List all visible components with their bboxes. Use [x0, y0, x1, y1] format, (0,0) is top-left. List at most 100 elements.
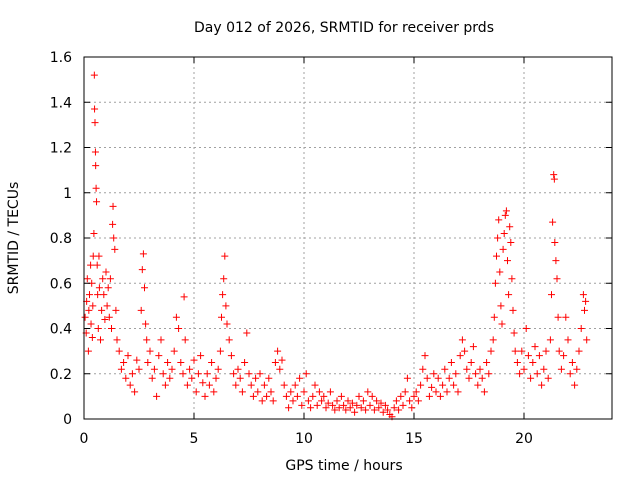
data-point [443, 388, 451, 396]
data-point [91, 148, 99, 156]
data-point [552, 257, 560, 265]
data-point [472, 370, 480, 378]
data-point [428, 383, 436, 391]
data-point [487, 347, 495, 355]
data-point [508, 275, 516, 283]
data-point [524, 352, 532, 360]
data-point [186, 365, 194, 373]
data-point [254, 388, 262, 396]
data-point [84, 347, 92, 355]
data-point [566, 370, 574, 378]
data-point [90, 71, 98, 79]
data-points [81, 71, 591, 421]
data-point [88, 334, 96, 342]
data-point [105, 313, 113, 321]
data-point [560, 352, 568, 360]
data-point [124, 352, 132, 360]
data-point [201, 392, 209, 400]
data-point [214, 365, 222, 373]
data-point [223, 320, 231, 328]
data-point [183, 381, 191, 389]
data-point [397, 392, 405, 400]
data-point [337, 392, 345, 400]
data-point [511, 347, 519, 355]
data-point [483, 358, 491, 366]
data-point [97, 336, 104, 344]
data-point [247, 381, 255, 389]
data-point [227, 352, 235, 360]
data-point [120, 358, 128, 366]
data-point [93, 261, 101, 269]
data-point [485, 370, 493, 378]
data-point [320, 392, 328, 400]
data-point [252, 374, 260, 382]
data-point [452, 370, 460, 378]
data-point [395, 406, 403, 414]
data-point [265, 374, 273, 382]
data-point [298, 401, 306, 409]
y-tick-label: 0.8 [50, 231, 72, 247]
data-point [553, 275, 561, 283]
data-point [236, 374, 244, 382]
data-point [103, 302, 111, 310]
data-point [476, 365, 484, 373]
data-point [92, 184, 100, 192]
data-point [513, 358, 521, 366]
data-point [399, 401, 407, 409]
data-point [161, 381, 169, 389]
data-point [555, 347, 563, 355]
data-point [287, 388, 295, 396]
data-point [111, 245, 119, 253]
x-tick-label: 15 [405, 431, 423, 447]
data-point [546, 336, 554, 344]
data-point [208, 358, 216, 366]
data-point [548, 291, 555, 299]
data-point [157, 336, 165, 344]
data-point [212, 374, 220, 382]
data-point [474, 381, 482, 389]
data-point [506, 223, 514, 231]
data-point [238, 388, 246, 396]
data-point [92, 162, 100, 170]
data-point [510, 329, 518, 337]
data-point [501, 211, 509, 219]
data-point [359, 397, 367, 405]
data-point [505, 291, 513, 299]
data-point [507, 239, 515, 247]
data-point [135, 365, 143, 373]
data-point [139, 250, 147, 258]
data-point [94, 325, 102, 332]
data-point [458, 336, 466, 344]
data-point [377, 399, 385, 407]
data-point [324, 399, 332, 407]
data-point [128, 370, 136, 378]
data-point [94, 291, 102, 299]
data-point [110, 234, 118, 242]
data-point [527, 374, 535, 382]
data-point [101, 315, 109, 323]
data-point [190, 356, 198, 364]
data-point [425, 392, 433, 400]
data-point [278, 356, 286, 364]
data-point [85, 306, 93, 314]
data-point [315, 388, 323, 396]
data-point [432, 388, 440, 396]
data-point [112, 306, 120, 314]
data-point [401, 388, 409, 396]
y-tick-label: 1.4 [50, 95, 72, 111]
data-point [199, 379, 207, 387]
data-point [436, 392, 444, 400]
data-point [289, 397, 297, 405]
data-point [318, 397, 326, 405]
data-point [544, 374, 552, 382]
data-point [379, 408, 387, 416]
data-point [412, 388, 420, 396]
x-axis-label: GPS time / hours [285, 458, 402, 474]
data-point [86, 291, 93, 299]
data-point [491, 279, 499, 287]
data-point [495, 216, 503, 224]
data-point [489, 336, 497, 344]
y-tick-label: 1.6 [50, 50, 72, 66]
data-point [573, 365, 581, 373]
data-point [340, 401, 348, 409]
